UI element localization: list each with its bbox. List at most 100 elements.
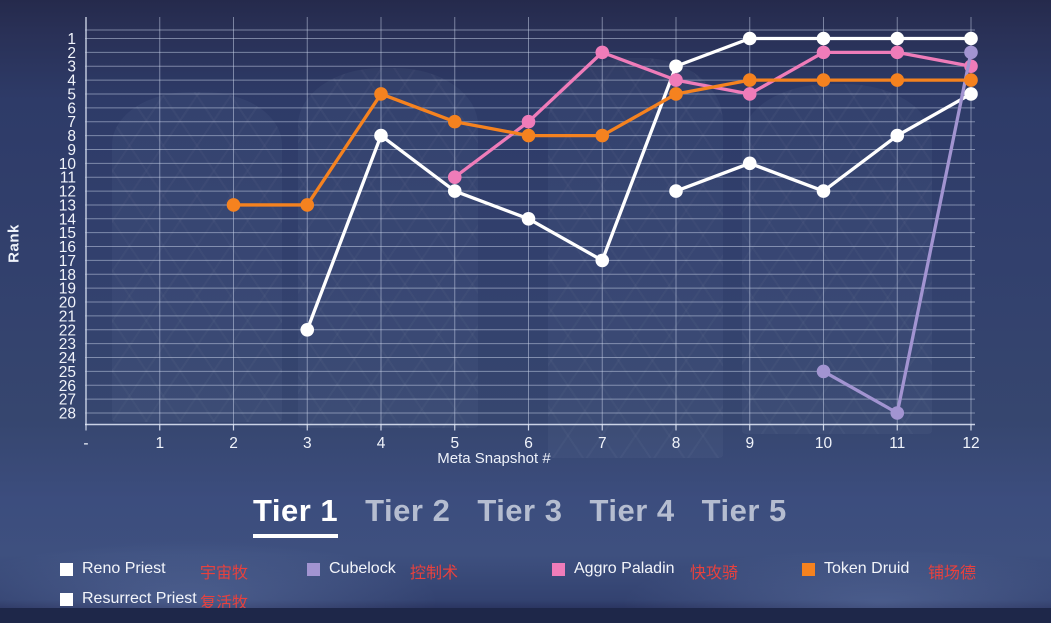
y-tick-label: 11 (60, 170, 76, 187)
legend-swatch-resurrect-priest (60, 592, 73, 606)
data-point-reno-priest[interactable] (816, 31, 831, 46)
legend-item-resurrect-priest[interactable]: Resurrect Priest (60, 590, 197, 608)
x-tick-label: 8 (672, 435, 681, 452)
data-point-resurrect-priest[interactable] (964, 87, 978, 101)
bottom-bar (0, 608, 1051, 623)
data-point-reno-priest[interactable] (669, 59, 683, 74)
legend-label-token-druid: Token Druid (824, 560, 910, 577)
y-tick-label: 9 (67, 142, 76, 159)
data-point-resurrect-priest[interactable] (742, 156, 757, 171)
legend-item-token-druid[interactable]: Token Druid (802, 560, 909, 578)
legend-swatch-aggro-paladin (552, 562, 565, 576)
data-point-reno-priest[interactable] (447, 184, 462, 198)
data-point-aggro-paladin[interactable] (521, 114, 536, 129)
data-point-cubelock[interactable] (890, 406, 905, 420)
y-tick-label: 27 (59, 392, 76, 409)
y-tick-label: 26 (59, 378, 76, 395)
tab-tier-2[interactable]: Tier 2 (365, 493, 451, 528)
data-point-resurrect-priest[interactable] (890, 128, 905, 143)
tier-tabs: Tier 1 Tier 2 Tier 3 Tier 4 Tier 5 (253, 493, 787, 538)
legend-label-zh-aggro-paladin: 快攻骑 (690, 565, 739, 582)
legend-label-zh-resurrect-priest: 复活牧 (200, 595, 249, 612)
legend-swatch-cubelock (307, 562, 320, 576)
legend-item-aggro-paladin[interactable]: Aggro Paladin (552, 560, 675, 578)
data-point-token-druid[interactable] (447, 114, 462, 129)
x-axis-label: Meta Snapshot # (437, 450, 551, 467)
x-tick-label: 6 (524, 435, 533, 452)
data-point-token-druid[interactable] (964, 73, 978, 87)
y-tick-label: 24 (59, 350, 77, 367)
x-tick-label: 7 (598, 435, 607, 452)
y-tick-label: 25 (59, 364, 76, 381)
y-tick-label: 23 (59, 336, 76, 353)
legend-label-zh-token-druid: 铺场德 (928, 565, 977, 582)
data-point-resurrect-priest[interactable] (816, 184, 831, 198)
y-tick-label: 8 (67, 128, 76, 145)
y-tick-label: 13 (59, 197, 76, 214)
x-tick-label: 1 (155, 435, 164, 452)
y-tick-label: 6 (67, 100, 76, 117)
series-line-aggro-paladin (453, 50, 973, 179)
data-point-reno-priest[interactable] (595, 253, 610, 268)
y-tick-label: 21 (59, 308, 76, 325)
data-point-reno-priest[interactable] (890, 31, 905, 46)
legend-item-reno-priest[interactable]: Reno Priest (60, 560, 166, 578)
y-tick-label: 15 (59, 225, 76, 242)
x-tick-label: 4 (377, 435, 386, 452)
data-point-token-druid[interactable] (816, 73, 831, 87)
data-point-reno-priest[interactable] (742, 31, 757, 46)
legend-item-cubelock[interactable]: Cubelock (307, 560, 396, 578)
tab-tier-3[interactable]: Tier 3 (477, 493, 563, 528)
data-point-reno-priest[interactable] (300, 322, 315, 337)
data-point-aggro-paladin[interactable] (742, 87, 757, 101)
data-point-aggro-paladin[interactable] (447, 170, 462, 184)
legend-label-zh-cubelock: 控制术 (410, 565, 459, 582)
data-point-cubelock[interactable] (964, 45, 978, 60)
legend-label-aggro-paladin: Aggro Paladin (574, 560, 675, 577)
x-tick-label: 11 (889, 435, 905, 452)
tab-tier-4[interactable]: Tier 4 (589, 493, 675, 528)
x-tick-label: 9 (745, 435, 754, 452)
data-point-aggro-paladin[interactable] (890, 45, 905, 60)
x-tick-label: - (83, 435, 88, 452)
y-tick-label: 14 (59, 211, 77, 228)
x-tick-label: 3 (303, 435, 312, 452)
data-point-aggro-paladin[interactable] (669, 73, 683, 87)
data-point-aggro-paladin[interactable] (816, 45, 831, 60)
data-point-aggro-paladin[interactable] (595, 45, 610, 60)
rank-line-chart[interactable]: 1234567891011121314151617181920212223242… (0, 0, 1051, 480)
data-point-token-druid[interactable] (595, 128, 610, 143)
y-tick-label: 7 (67, 114, 76, 131)
data-point-reno-priest[interactable] (374, 128, 388, 143)
tab-tier-5[interactable]: Tier 5 (701, 493, 787, 528)
y-tick-label: 17 (59, 253, 76, 270)
y-tick-label: 22 (59, 322, 76, 339)
x-tick-label: 10 (815, 435, 833, 452)
x-tick-label: 12 (962, 435, 979, 452)
data-point-token-druid[interactable] (890, 73, 905, 87)
data-point-token-druid[interactable] (226, 198, 241, 212)
data-point-token-druid[interactable] (374, 87, 388, 101)
data-point-reno-priest[interactable] (964, 31, 978, 46)
legend-swatch-reno-priest (60, 562, 73, 576)
y-tick-label: 4 (67, 73, 76, 90)
legend-label-zh-reno-priest: 宇宙牧 (200, 565, 249, 582)
y-tick-label: 5 (67, 86, 76, 103)
data-point-reno-priest[interactable] (521, 212, 536, 226)
y-tick-label: 28 (59, 405, 76, 422)
data-point-token-druid[interactable] (669, 87, 683, 101)
y-tick-label: 20 (59, 295, 77, 312)
y-axis-label: Rank (5, 224, 23, 263)
tab-tier-1[interactable]: Tier 1 (253, 493, 339, 538)
data-point-token-druid[interactable] (742, 73, 757, 87)
data-point-token-druid[interactable] (300, 198, 315, 212)
legend-swatch-token-druid (802, 562, 815, 576)
data-point-token-druid[interactable] (521, 128, 536, 143)
y-tick-label: 16 (59, 239, 76, 256)
y-tick-label: 18 (59, 267, 76, 284)
y-tick-label: 2 (67, 45, 76, 62)
data-point-cubelock[interactable] (816, 364, 831, 379)
data-point-resurrect-priest[interactable] (669, 184, 683, 198)
